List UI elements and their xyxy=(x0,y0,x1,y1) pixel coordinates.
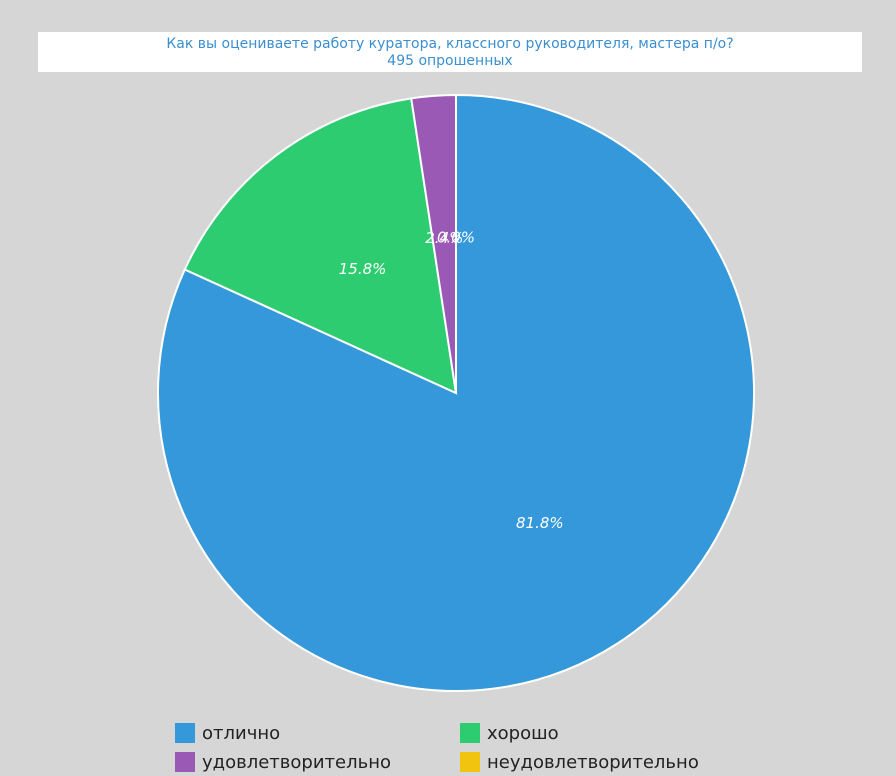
chart-title: Как вы оцениваете работу куратора, класс… xyxy=(166,36,733,52)
legend-swatch xyxy=(175,723,195,743)
legend-label: хорошо xyxy=(487,723,559,744)
data-label: 81.8% xyxy=(516,514,564,532)
pie-slice xyxy=(183,97,458,395)
chart-subtitle: 495 опрошенных xyxy=(387,53,512,69)
data-label: 0.0% xyxy=(437,229,475,247)
data-label: 2.4% xyxy=(425,229,463,247)
legend-swatch xyxy=(175,752,195,772)
data-label: 15.8% xyxy=(339,260,387,278)
pie-slice xyxy=(157,93,755,692)
legend-label: неудовлетворительно xyxy=(487,752,699,773)
legend-label: отлично xyxy=(202,723,280,744)
legend-label: удовлетворительно xyxy=(202,752,391,773)
legend-swatch xyxy=(460,752,480,772)
title-box xyxy=(38,32,862,72)
legend-swatch xyxy=(460,723,480,743)
